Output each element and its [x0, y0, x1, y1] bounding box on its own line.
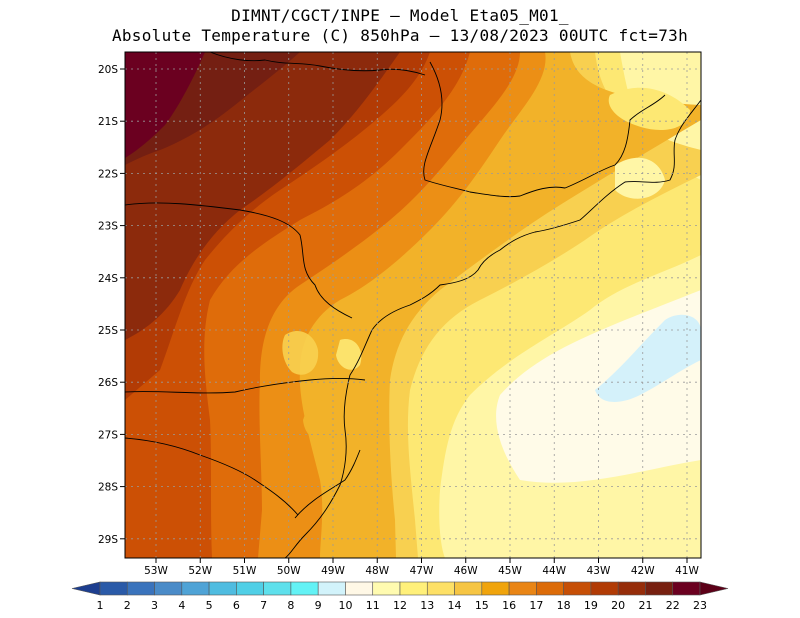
colorbar-segment [208, 581, 237, 596]
colorbar-segment [181, 581, 210, 596]
state-border-pr-sc [125, 378, 366, 394]
temp-patch [615, 157, 665, 199]
colorbar-label: 2 [124, 599, 131, 612]
longitude-ticks: 53W 52W 51W 50W 49W 48W 47W 46W 45W 44W 43W 42W 41W [144, 558, 699, 577]
lon-label: 44W [542, 565, 566, 577]
colorbar-label: 22 [666, 599, 680, 612]
lat-label: 22S [98, 168, 118, 180]
lagoon-coast [294, 449, 361, 519]
temp-patch [608, 87, 690, 130]
colorbar-label: 18 [557, 599, 571, 612]
temp-patch [303, 399, 332, 439]
colorbar-label: 5 [206, 599, 213, 612]
temperature-field [125, 52, 701, 558]
lon-label: 51W [233, 565, 257, 577]
lat-label: 20S [98, 64, 118, 76]
colorbar-segment [372, 581, 401, 596]
colorbar-segment [536, 581, 564, 596]
colorbar-segment [126, 581, 155, 596]
colorbar-label: 14 [448, 599, 462, 612]
chart-title-line1: DIMNT/CGCT/INPE – Model Eta05_M01_ [231, 6, 569, 25]
colorbar-label: 3 [151, 599, 158, 612]
colorbar-label: 9 [315, 599, 322, 612]
colorbar-label: 4 [178, 599, 185, 612]
graticule [125, 52, 701, 558]
colorbar-label: 19 [584, 599, 598, 612]
colorbar-segment [645, 581, 674, 596]
colorbar-segment [236, 581, 264, 596]
colorbar-arrow-right [699, 581, 729, 596]
colorbar-segment [617, 581, 646, 596]
colorbar-segment [345, 581, 374, 596]
lon-label: 41W [675, 565, 699, 577]
lat-label: 24S [98, 273, 118, 285]
lon-label: 46W [454, 565, 478, 577]
colorbar: 1 2 3 4 5 6 7 8 9 10 11 12 13 14 15 16 17 18 19 20 21 22 23 [71, 581, 729, 612]
colorbar-segment [399, 581, 428, 596]
lat-label: 21S [98, 116, 118, 128]
temp-patch [282, 330, 319, 375]
state-border-sp-pr [125, 202, 353, 319]
lon-label: 53W [144, 565, 168, 577]
colorbar-label: 23 [693, 599, 707, 612]
colorbar-label: 12 [393, 599, 407, 612]
lon-label: 48W [365, 565, 389, 577]
coastline [284, 99, 701, 558]
colorbar-arrow-left [71, 581, 101, 596]
colorbar-label: 11 [366, 599, 380, 612]
colorbar-segment [672, 581, 701, 596]
state-border-north [209, 52, 426, 76]
colorbar-segment [454, 581, 483, 596]
lon-label: 49W [321, 565, 345, 577]
lat-label: 29S [98, 534, 118, 546]
temp-band-22-23 [125, 52, 205, 158]
latitude-ticks: 20S 21S 22S 23S 24S 25S 26S 27S 28S 29S [98, 64, 125, 546]
colorbar-label: 21 [638, 599, 652, 612]
coastline-and-borders [125, 52, 701, 558]
colorbar-label: 8 [287, 599, 294, 612]
colorbar-segment [590, 581, 619, 596]
colorbar-label: 6 [233, 599, 240, 612]
colorbar-segment [290, 581, 319, 596]
lon-label: 42W [631, 565, 655, 577]
colorbar-label: 13 [420, 599, 434, 612]
colorbar-segment [508, 581, 537, 596]
colorbar-segment [317, 581, 346, 596]
chart-title-line2: Absolute Temperature (C) 850hPa – 13/08/… [111, 26, 689, 45]
colorbar-label: 17 [529, 599, 543, 612]
lon-label: 43W [587, 565, 611, 577]
temp-patch [540, 434, 600, 473]
colorbar-label: 20 [611, 599, 625, 612]
lon-label: 45W [498, 565, 522, 577]
colorbar-segment [481, 581, 510, 596]
colorbar-segment [154, 581, 183, 596]
colorbar-label: 16 [502, 599, 516, 612]
colorbar-label: 10 [338, 599, 352, 612]
lat-label: 26S [98, 377, 118, 389]
lat-label: 27S [98, 429, 118, 441]
state-border-mg-rj [423, 61, 666, 198]
colorbar-segment [99, 581, 128, 596]
colorbar-label: 1 [97, 599, 104, 612]
lon-label: 52W [188, 565, 212, 577]
temp-patch [336, 339, 362, 370]
colorbar-label: 15 [475, 599, 489, 612]
lon-label: 47W [410, 565, 434, 577]
temp-band-10-11 [595, 314, 701, 402]
lat-label: 25S [98, 325, 118, 337]
lat-label: 28S [98, 482, 118, 494]
colorbar-segment [263, 581, 292, 596]
colorbar-segment [426, 581, 455, 596]
state-border-sc-rs [125, 437, 299, 516]
lon-label: 50W [277, 565, 301, 577]
lat-label: 23S [98, 221, 118, 233]
map-frame [124, 51, 702, 559]
colorbar-label: 7 [260, 599, 267, 612]
colorbar-segment [563, 581, 592, 596]
